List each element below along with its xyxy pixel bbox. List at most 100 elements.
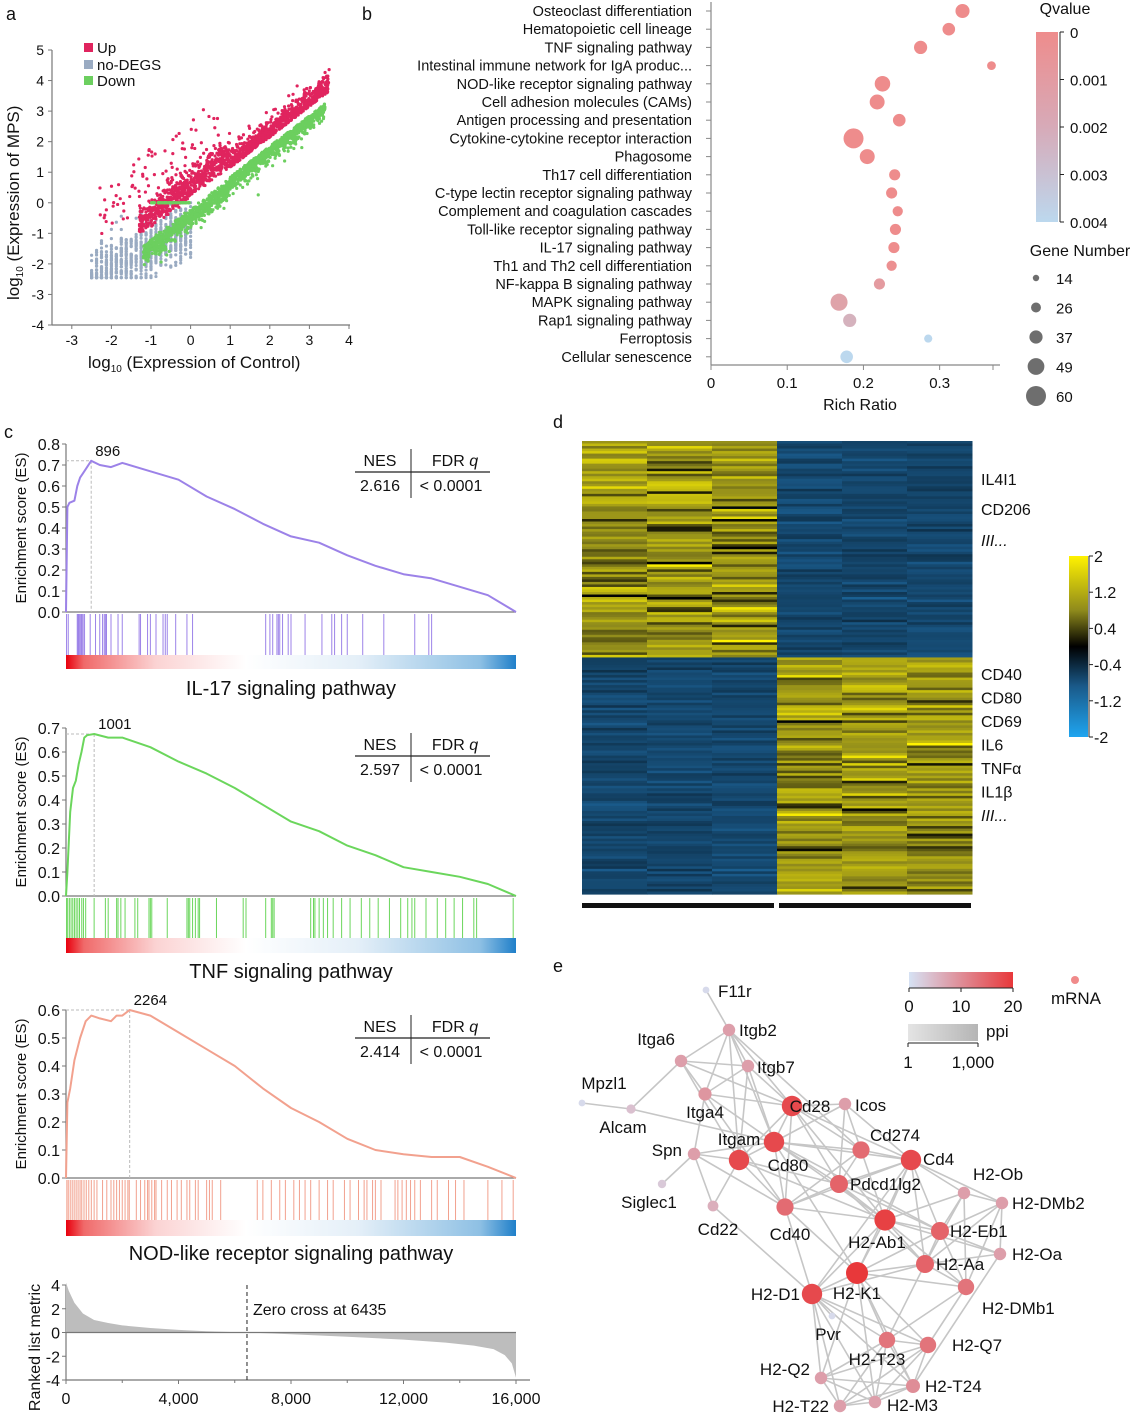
point-up (180, 190, 185, 194)
point-nodegs (114, 257, 118, 261)
pathway-label: Hematopoietic cell lineage (523, 22, 692, 38)
point-up (162, 215, 166, 220)
point-nodegs (189, 234, 193, 238)
point-down (180, 227, 184, 232)
point-down (159, 260, 163, 264)
point-down (249, 176, 253, 180)
point-up (166, 212, 170, 217)
point-down (170, 201, 175, 205)
point-up (216, 168, 220, 172)
point-nodegs (109, 258, 113, 262)
bubble (889, 169, 901, 181)
point-down (180, 220, 184, 224)
size-legend-label: 14 (1056, 271, 1073, 288)
point-up (212, 116, 216, 121)
point-down (254, 164, 258, 169)
point-up (183, 183, 187, 187)
pathway-label: C-type lectin receptor signaling pathway (435, 186, 693, 202)
point-up (215, 116, 220, 121)
point-down (207, 212, 211, 216)
point-up (295, 84, 299, 88)
point-up (212, 163, 216, 167)
point-down (193, 213, 198, 217)
pathway-label: NOD-like receptor signaling pathway (457, 77, 693, 93)
pathway-label: Cytokine-cytokine receptor interaction (449, 131, 692, 147)
point-up (143, 165, 147, 170)
point-down (249, 167, 254, 171)
point-down (291, 136, 296, 140)
point-up (197, 165, 201, 170)
point-up (177, 193, 181, 197)
point-up (212, 143, 216, 148)
point-nodegs (129, 260, 133, 264)
point-nodegs (109, 236, 113, 241)
point-up (157, 210, 162, 214)
point-up (257, 133, 261, 137)
point-nodegs (174, 215, 178, 220)
point-up (193, 189, 197, 194)
point-nodegs (169, 255, 173, 259)
point-down (227, 186, 231, 191)
point-nodegs (139, 252, 143, 256)
point-down (157, 245, 161, 249)
pathway-label: Complement and coagulation cascades (438, 204, 692, 220)
point-up (279, 118, 283, 122)
point-up (103, 198, 107, 202)
bubble (892, 206, 903, 217)
x-tick-label: 3 (306, 332, 314, 348)
point-up (132, 163, 136, 167)
pathway-label: TNF signaling pathway (545, 40, 693, 56)
x-tick-label: 0 (62, 1391, 71, 1408)
point-nodegs (154, 256, 158, 260)
point-up (291, 99, 295, 103)
point-down (320, 113, 324, 117)
point-nodegs (134, 257, 138, 261)
point-up (182, 147, 187, 151)
point-up (305, 86, 309, 91)
point-nodegs (144, 238, 148, 242)
point-down (275, 147, 279, 152)
y-tick-label: 0.8 (38, 437, 60, 454)
point-up (299, 103, 303, 107)
point-up (300, 109, 304, 113)
size-legend-dot (1031, 302, 1041, 313)
point-down (183, 216, 187, 220)
y-tick-label: 0.6 (38, 1003, 60, 1020)
pathway-label: Toll-like receptor signaling pathway (467, 222, 693, 238)
point-nodegs (179, 261, 183, 265)
point-up (308, 86, 312, 90)
point-up (297, 111, 301, 115)
fdr-header: FDR q (432, 1019, 478, 1036)
point-down (296, 136, 300, 141)
point-nodegs (154, 271, 158, 275)
point-nodegs (119, 214, 123, 218)
point-up (218, 172, 222, 176)
size-legend-label: 37 (1056, 330, 1073, 347)
point-down (241, 185, 245, 190)
point-up (130, 184, 134, 189)
point-up (325, 81, 330, 85)
point-up (238, 142, 242, 146)
panel-label-b: b (362, 4, 372, 24)
point-down (146, 258, 150, 262)
point-nodegs (189, 205, 193, 209)
point-nodegs (184, 207, 188, 211)
point-nodegs (184, 252, 188, 256)
fdr-value: < 0.0001 (420, 478, 483, 495)
point-up (213, 174, 217, 178)
point-down (287, 135, 291, 139)
point-down (163, 230, 167, 234)
peak-label: 2264 (134, 992, 167, 1009)
point-nodegs (129, 265, 133, 270)
point-up (289, 107, 293, 111)
y-tick-label: 0 (51, 1326, 60, 1343)
point-up (270, 125, 274, 129)
y-tick-label: 0.5 (38, 769, 60, 786)
point-up (229, 159, 233, 163)
point-nodegs (164, 258, 168, 262)
y-tick-label: 2 (51, 1302, 60, 1319)
point-down (299, 137, 304, 141)
point-up (317, 82, 321, 86)
point-down (170, 238, 174, 242)
